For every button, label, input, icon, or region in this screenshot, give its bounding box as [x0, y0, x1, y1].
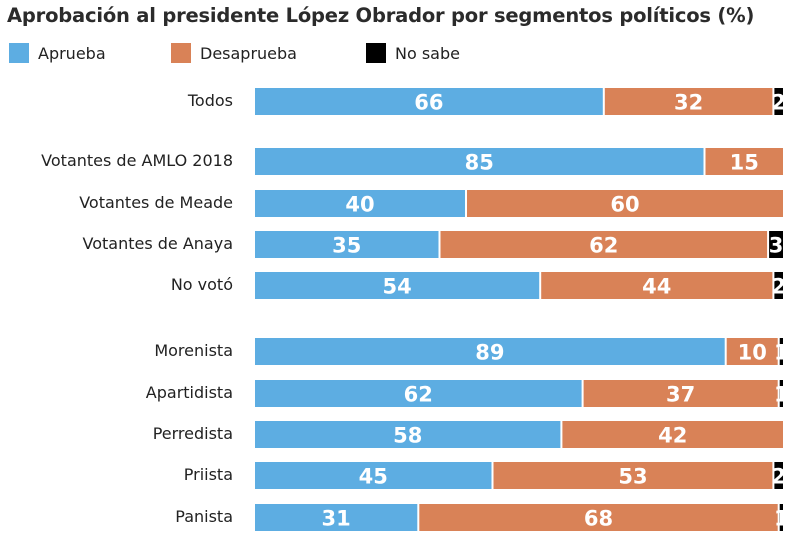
value-label-aprueba-perredista: 58: [393, 424, 422, 448]
bar-desaprueba-votantes-de-meade: [467, 190, 783, 217]
bar-aprueba-apartidista: [255, 380, 582, 407]
legend-label-desaprueba: Desaprueba: [200, 43, 297, 63]
legend: Aprueba Desaprueba No sabe: [0, 42, 800, 66]
bar-aprueba-morenista: [255, 338, 725, 365]
category-label-no-voto: No votó: [171, 275, 233, 294]
category-label-perredista: Perredista: [153, 424, 233, 443]
value-label-no-sabe-no-voto: 2: [771, 275, 786, 299]
value-label-aprueba-votantes-de-meade: 40: [345, 193, 374, 217]
bar-no-sabe-morenista: [779, 338, 783, 365]
bar-aprueba-todos: [255, 88, 603, 115]
category-label-apartidista: Apartidista: [146, 383, 233, 402]
value-label-desaprueba-votantes-de-amlo-2018: 15: [730, 151, 759, 175]
category-label-votantes-de-amlo-2018: Votantes de AMLO 2018: [41, 151, 233, 170]
value-label-aprueba-apartidista: 62: [404, 383, 433, 407]
value-label-aprueba-morenista: 89: [475, 341, 504, 365]
legend-label-no-sabe: No sabe: [395, 43, 460, 63]
legend-swatch-no-sabe: [366, 43, 386, 63]
bar-no-sabe-votantes-de-anaya: [769, 231, 783, 258]
legend-label-aprueba: Aprueba: [38, 43, 106, 63]
legend-item-no-sabe: No sabe: [366, 42, 460, 64]
value-label-aprueba-no-voto: 54: [382, 275, 411, 299]
bar-desaprueba-votantes-de-anaya: [440, 231, 768, 258]
value-label-aprueba-votantes-de-amlo-2018: 85: [465, 151, 494, 175]
bar-desaprueba-no-voto: [541, 272, 773, 299]
value-label-desaprueba-apartidista: 37: [666, 383, 695, 407]
legend-item-desaprueba: Desaprueba: [171, 42, 297, 64]
bar-aprueba-priista: [255, 462, 492, 489]
bar-no-sabe-priista: [774, 462, 783, 489]
bar-desaprueba-todos: [604, 88, 773, 115]
bar-desaprueba-votantes-de-amlo-2018: [705, 148, 783, 175]
bar-aprueba-votantes-de-anaya: [255, 231, 439, 258]
value-label-desaprueba-votantes-de-meade: 60: [610, 193, 639, 217]
bar-desaprueba-apartidista: [583, 380, 778, 407]
value-label-aprueba-priista: 45: [359, 465, 388, 489]
category-label-priista: Priista: [184, 465, 233, 484]
value-label-desaprueba-no-voto: 44: [642, 275, 671, 299]
value-label-aprueba-todos: 66: [414, 91, 443, 115]
category-label-votantes-de-anaya: Votantes de Anaya: [83, 234, 234, 253]
value-label-no-sabe-priista: 2: [771, 465, 786, 489]
bar-desaprueba-perredista: [562, 421, 783, 448]
value-label-desaprueba-perredista: 42: [658, 424, 687, 448]
bar-aprueba-perredista: [255, 421, 561, 448]
bar-aprueba-votantes-de-amlo-2018: [255, 148, 704, 175]
category-label-morenista: Morenista: [154, 341, 233, 360]
legend-swatch-aprueba: [9, 43, 29, 63]
chart-title: Aprobación al presidente López Obrador p…: [7, 4, 755, 27]
category-label-votantes-de-meade: Votantes de Meade: [79, 193, 233, 212]
bar-aprueba-no-voto: [255, 272, 540, 299]
bar-no-sabe-panista: [779, 504, 783, 531]
value-label-desaprueba-priista: 53: [618, 465, 647, 489]
value-label-desaprueba-panista: 68: [584, 507, 613, 531]
value-label-no-sabe-apartidista: 1: [774, 383, 789, 407]
bar-no-sabe-todos: [774, 88, 783, 115]
value-label-desaprueba-votantes-de-anaya: 62: [589, 234, 618, 258]
value-label-no-sabe-panista: 1: [774, 507, 789, 531]
value-label-desaprueba-morenista: 10: [738, 341, 767, 365]
value-label-no-sabe-todos: 2: [771, 91, 786, 115]
value-label-no-sabe-votantes-de-anaya: 3: [769, 234, 784, 258]
legend-item-aprueba: Aprueba: [9, 42, 106, 64]
bar-no-sabe-apartidista: [779, 380, 783, 407]
bar-desaprueba-panista: [419, 504, 778, 531]
legend-swatch-desaprueba: [171, 43, 191, 63]
value-label-no-sabe-morenista: 1: [774, 341, 789, 365]
category-label-todos: Todos: [187, 91, 233, 110]
bar-no-sabe-no-voto: [774, 272, 783, 299]
value-label-desaprueba-todos: 32: [674, 91, 703, 115]
bar-desaprueba-priista: [493, 462, 773, 489]
value-label-aprueba-panista: 31: [322, 507, 351, 531]
value-label-aprueba-votantes-de-anaya: 35: [332, 234, 361, 258]
category-label-panista: Panista: [175, 507, 233, 526]
bar-aprueba-panista: [255, 504, 418, 531]
bar-aprueba-votantes-de-meade: [255, 190, 465, 217]
bar-desaprueba-morenista: [726, 338, 778, 365]
